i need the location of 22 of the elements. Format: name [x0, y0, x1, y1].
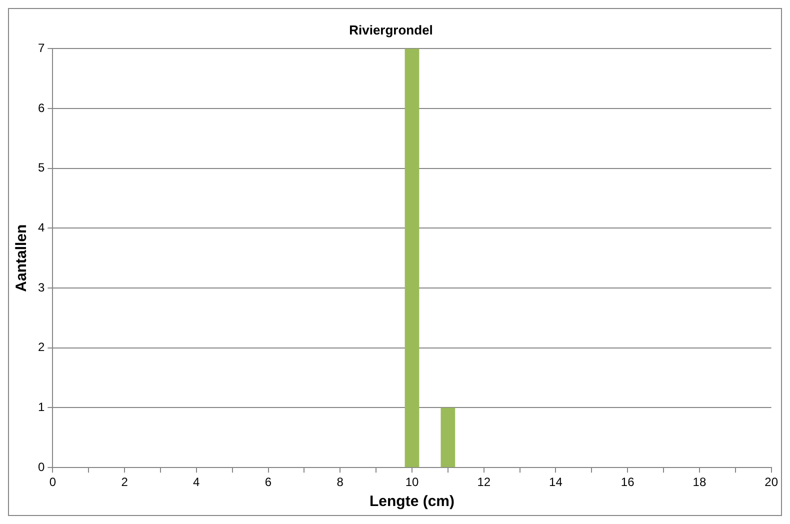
chart-title: Riviergrondel: [349, 22, 433, 38]
y-tick-label: 2: [38, 340, 45, 354]
x-axis-title: Lengte (cm): [369, 493, 455, 510]
x-tick-label: 8: [336, 475, 344, 490]
y-tick-label: 0: [38, 460, 45, 474]
x-tick-label: 0: [49, 475, 56, 490]
y-tick-label: 6: [38, 100, 45, 115]
y-tick-label: 7: [38, 40, 45, 55]
x-tick-label: 18: [692, 475, 706, 490]
x-tick-label: 20: [764, 475, 778, 490]
x-tick-label: 14: [549, 475, 563, 490]
y-tick-label: 4: [38, 220, 45, 234]
y-axis-title: Aantallen: [13, 224, 30, 292]
x-tick-label: 12: [477, 475, 491, 490]
x-tick-label: 6: [264, 475, 272, 490]
x-tick-label: 2: [121, 475, 128, 490]
x-tick-label: 16: [620, 475, 635, 490]
x-tick-label: 4: [193, 475, 200, 490]
y-tick-label: 5: [38, 160, 45, 175]
x-tick-label: 10: [405, 475, 419, 490]
y-tick-label: 3: [38, 280, 45, 294]
y-tick-label: 1: [38, 400, 45, 414]
